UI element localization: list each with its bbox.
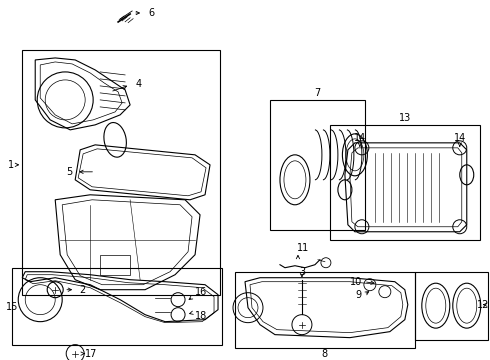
Text: 2: 2 [79, 285, 85, 295]
Bar [12, 268, 222, 345]
Text: 1: 1 [8, 160, 14, 170]
Bar [330, 125, 480, 240]
Text: 3: 3 [299, 267, 305, 277]
Text: 8: 8 [322, 348, 328, 359]
Text: 5: 5 [66, 167, 72, 177]
Bar [415, 272, 488, 339]
Text: 14: 14 [354, 133, 366, 143]
Bar [270, 100, 365, 230]
Text: 13: 13 [399, 113, 411, 123]
Text: 9: 9 [356, 290, 362, 300]
Text: 10: 10 [350, 277, 362, 287]
Bar [235, 272, 415, 348]
Text: 17: 17 [85, 348, 98, 359]
Text: 7: 7 [314, 88, 320, 98]
Text: 4: 4 [135, 79, 141, 89]
Text: 15: 15 [6, 302, 19, 312]
Text: 11: 11 [297, 243, 309, 253]
Text: 14: 14 [454, 133, 466, 143]
Text: 12: 12 [477, 300, 490, 310]
Bar [22, 50, 220, 295]
Text: 16: 16 [195, 287, 207, 297]
Text: 6: 6 [148, 8, 154, 18]
Text: 18: 18 [195, 311, 207, 321]
